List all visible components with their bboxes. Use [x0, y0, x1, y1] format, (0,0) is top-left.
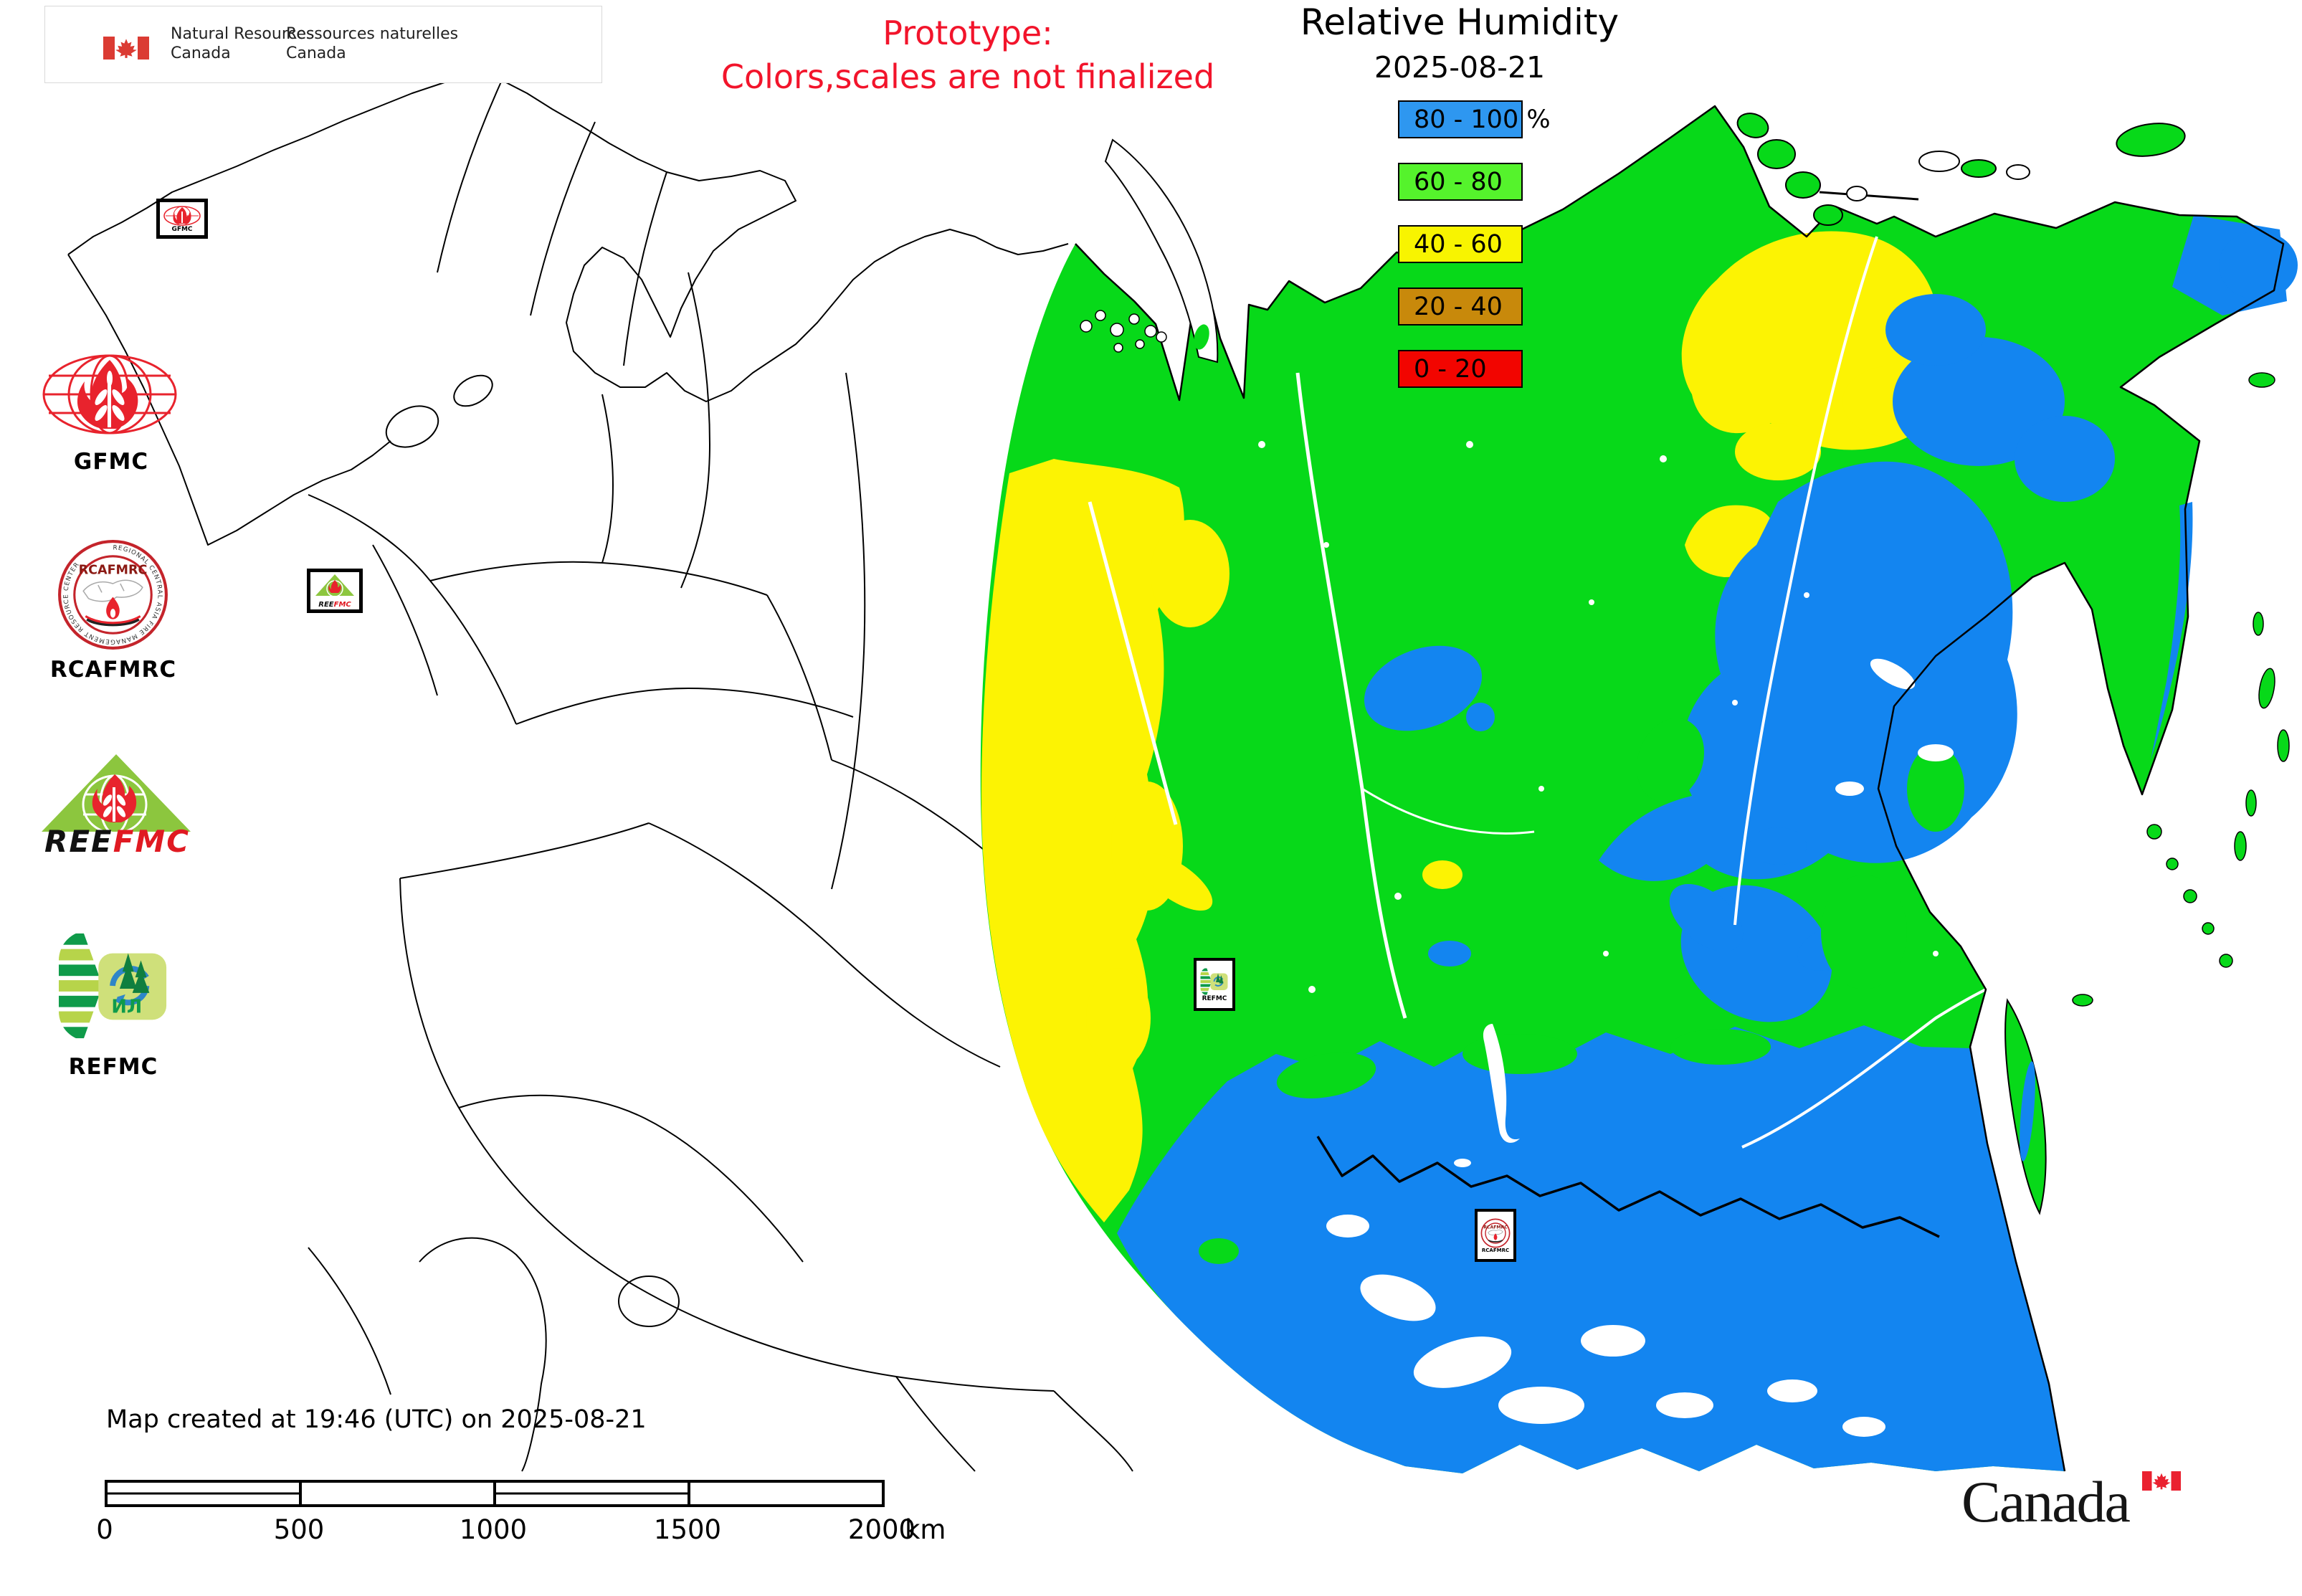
page-title: Relative Humidity — [1300, 1, 1620, 43]
canada-flag-icon — [103, 37, 149, 60]
prototype-warning: Prototype: Colors,scales are not finaliz… — [720, 14, 1215, 96]
nrcan-logo-block: Natural Resources Canada Ressources natu… — [44, 6, 602, 83]
map-created-text: Map created at 19:46 (UTC) on 2025-08-21 — [106, 1405, 647, 1434]
legend-item: 40 - 60 — [1398, 225, 1523, 263]
legend-label: 80 - 100 % — [1414, 105, 1551, 134]
coastlines — [1075, 105, 2285, 1472]
canada-wordmark: Canada — [1961, 1469, 2131, 1534]
islands — [1080, 113, 2290, 1215]
legend-item: 20 - 40 — [1398, 288, 1523, 326]
svg-text:RCAFMRC: RCAFMRC — [1483, 1225, 1508, 1230]
scale-tick-500: 500 — [273, 1514, 325, 1545]
refmc-label: REFMC — [68, 1054, 158, 1080]
legend-label: 0 - 20 — [1414, 354, 1487, 384]
rcafmrc-mini-icon: RCAFMRC — [1480, 1218, 1511, 1248]
reefmc-mini-icon — [315, 574, 354, 597]
southern-borders — [1316, 1136, 1940, 1238]
scale-unit: km — [905, 1514, 946, 1545]
refmc-mini-icon — [1200, 967, 1229, 995]
marker-reefmc: REEFMC — [307, 569, 363, 613]
legend-item: 60 - 80 — [1398, 163, 1523, 201]
legend-item: 80 - 100 % — [1398, 100, 1551, 138]
scale-tick-1000: 1000 — [459, 1514, 528, 1545]
legend-label: 60 - 80 — [1414, 167, 1503, 196]
gfmc-mini-icon — [163, 205, 201, 226]
gfmc-label: GFMC — [73, 449, 149, 475]
marker-refmc: REFMC — [1194, 958, 1235, 1011]
marker-rcafmrc: RCAFMRC RCAFMRC — [1475, 1209, 1516, 1262]
lake-baikal — [1483, 1024, 1520, 1143]
marker-gfmc-label: GFMC — [171, 225, 193, 233]
franz-josef-land — [1080, 310, 1167, 353]
nrcan-label-en: Natural Resources Canada — [171, 25, 315, 62]
nrcan-label-fr: Ressources naturelles Canada — [286, 25, 459, 62]
reefmc-logo: REEFMC — [42, 754, 191, 855]
refmc-logo: ИЛ — [58, 930, 170, 1042]
svg-text:RCAFMRC: RCAFMRC — [79, 564, 148, 578]
marker-refmc-label: REFMC — [1202, 994, 1227, 1002]
legend-item: 0 - 20 — [1398, 350, 1523, 388]
rcafmrc-label: RCAFMRC — [49, 657, 177, 683]
scale-tick-2000: 2000 — [847, 1514, 916, 1545]
east-islands — [2072, 372, 2290, 1007]
svg-text:REEFMC: REEFMC — [44, 824, 190, 855]
marker-gfmc: GFMC — [156, 199, 208, 239]
scale-tick-1500: 1500 — [653, 1514, 722, 1545]
western-outlines — [67, 75, 1133, 1472]
rcafmrc-logo: REGIONAL CENTRAL ASIA FIRE MANAGEMENT RE… — [58, 540, 168, 650]
svg-text:ИЛ: ИЛ — [111, 997, 142, 1018]
scale-tick-0: 0 — [96, 1514, 113, 1545]
wordmark-flag-icon — [2142, 1471, 2181, 1491]
humidity-swath — [980, 105, 2298, 1473]
wrangel-island — [2116, 123, 2186, 157]
map-date: 2025-08-21 — [1374, 50, 1546, 85]
marker-reefmc-label: REE — [318, 601, 334, 609]
marker-rcafmrc-label: RCAFMRC — [1481, 1247, 1510, 1253]
scale-bar — [105, 1480, 885, 1507]
rivers-clouds — [1088, 236, 1987, 1437]
new-siberian-islands — [1918, 151, 2030, 180]
legend-label: 20 - 40 — [1414, 292, 1503, 321]
novaya-zemlya — [1104, 138, 1219, 364]
green-overlays — [1199, 718, 1964, 1264]
gfmc-logo — [42, 354, 177, 434]
legend-label: 40 - 60 — [1414, 229, 1503, 259]
severnaya-zemlya — [1736, 113, 1868, 226]
kuril-islands — [2146, 789, 2257, 968]
